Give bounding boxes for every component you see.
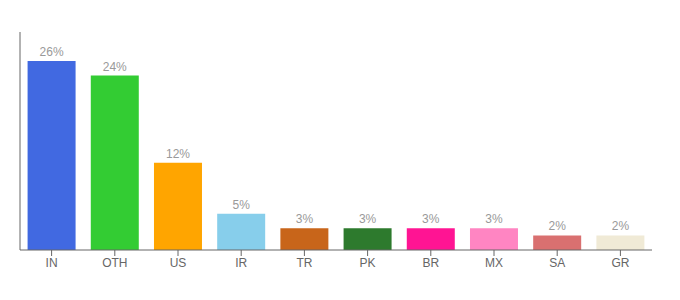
svg-text:US: US	[170, 256, 187, 270]
svg-text:SA: SA	[549, 256, 565, 270]
svg-text:2%: 2%	[549, 219, 567, 233]
svg-text:OTH: OTH	[102, 256, 127, 270]
svg-text:IN: IN	[46, 256, 58, 270]
svg-text:5%: 5%	[233, 198, 251, 212]
svg-text:3%: 3%	[296, 212, 314, 226]
svg-text:26%: 26%	[40, 45, 64, 59]
svg-text:24%: 24%	[103, 60, 127, 74]
svg-text:PK: PK	[360, 256, 376, 270]
svg-text:3%: 3%	[359, 212, 377, 226]
svg-text:BR: BR	[422, 256, 439, 270]
svg-text:3%: 3%	[485, 212, 503, 226]
svg-text:12%: 12%	[166, 147, 190, 161]
svg-text:IR: IR	[235, 256, 247, 270]
svg-text:2%: 2%	[612, 219, 630, 233]
svg-text:GR: GR	[611, 256, 629, 270]
svg-text:3%: 3%	[422, 212, 440, 226]
svg-text:TR: TR	[296, 256, 312, 270]
svg-text:MX: MX	[485, 256, 503, 270]
